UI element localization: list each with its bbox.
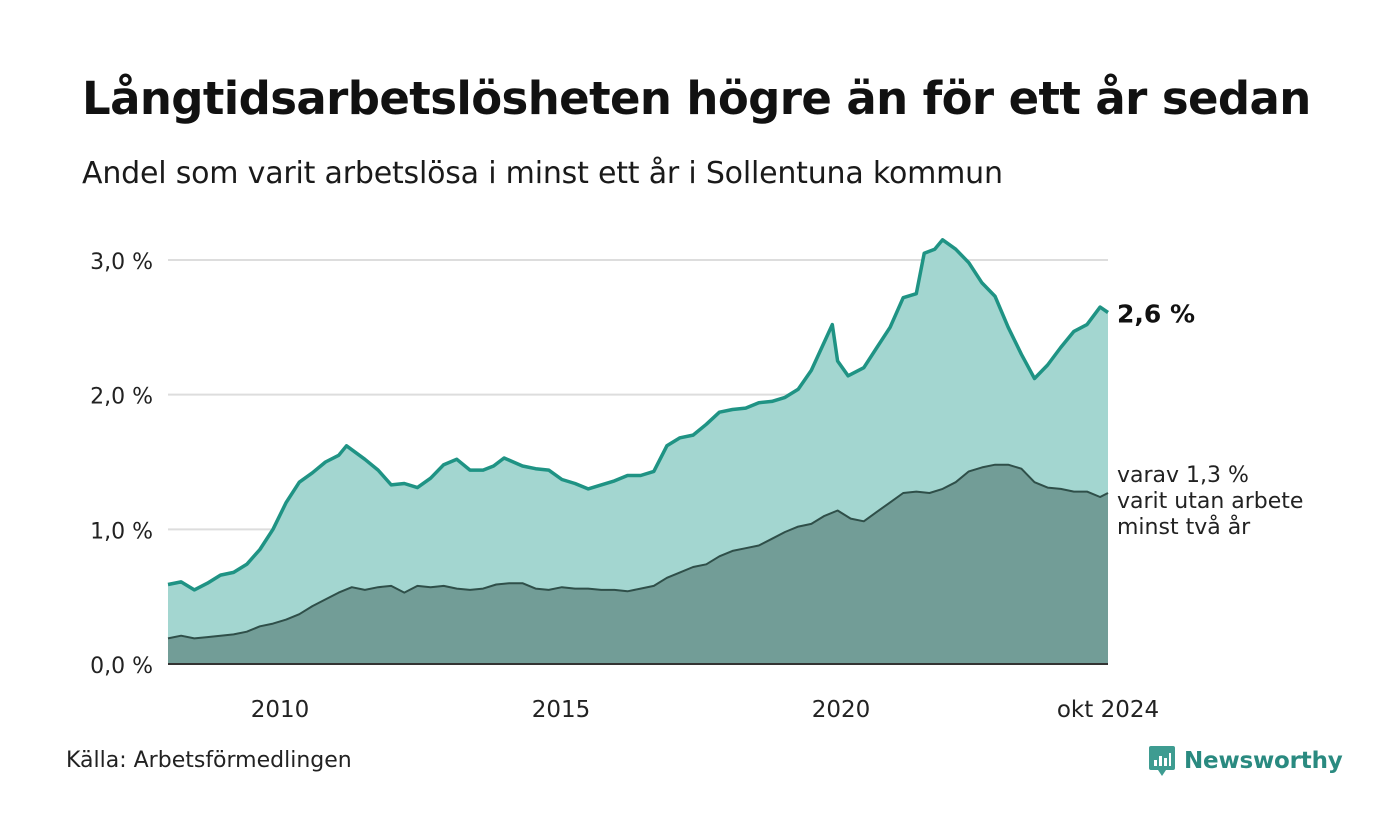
y-tick-label: 1,0 % (90, 519, 153, 544)
chart-title: Långtidsarbetslösheten högre än för ett … (82, 72, 1311, 125)
y-tick-label: 0,0 % (90, 654, 153, 679)
area-two-years (168, 464, 1108, 664)
line-total-long-term (167, 238, 1109, 592)
x-tick-label: 2010 (251, 697, 310, 723)
x-tick-label: okt 2024 (1057, 697, 1159, 723)
end-label-total: 2,6 % (1117, 300, 1195, 329)
end-label-two-years-line: varav 1,3 % (1117, 463, 1249, 488)
newsworthy-logo-icon (1149, 746, 1175, 776)
y-tick-label: 2,0 % (90, 385, 153, 410)
brand-logo[interactable]: Newsworthy (1148, 744, 1343, 778)
x-tick-label: 2015 (532, 697, 591, 723)
end-label-two-years-line: varit utan arbete (1117, 489, 1303, 514)
y-tick-label: 3,0 % (90, 250, 153, 275)
brand-name: Newsworthy (1184, 748, 1343, 774)
chart-subtitle: Andel som varit arbetslösa i minst ett å… (82, 156, 1003, 191)
x-tick-label: 2020 (812, 697, 871, 723)
source-note: Källa: Arbetsförmedlingen (66, 748, 352, 773)
line-two-years (167, 463, 1109, 640)
area-layer (167, 238, 1109, 665)
axis-layer: 0,0 % 1,0 % 2,0 % 3,0 % 2010 2015 2020 okt 2024 (90, 250, 1159, 723)
end-label-two-years-line: minst två år (1117, 514, 1251, 540)
